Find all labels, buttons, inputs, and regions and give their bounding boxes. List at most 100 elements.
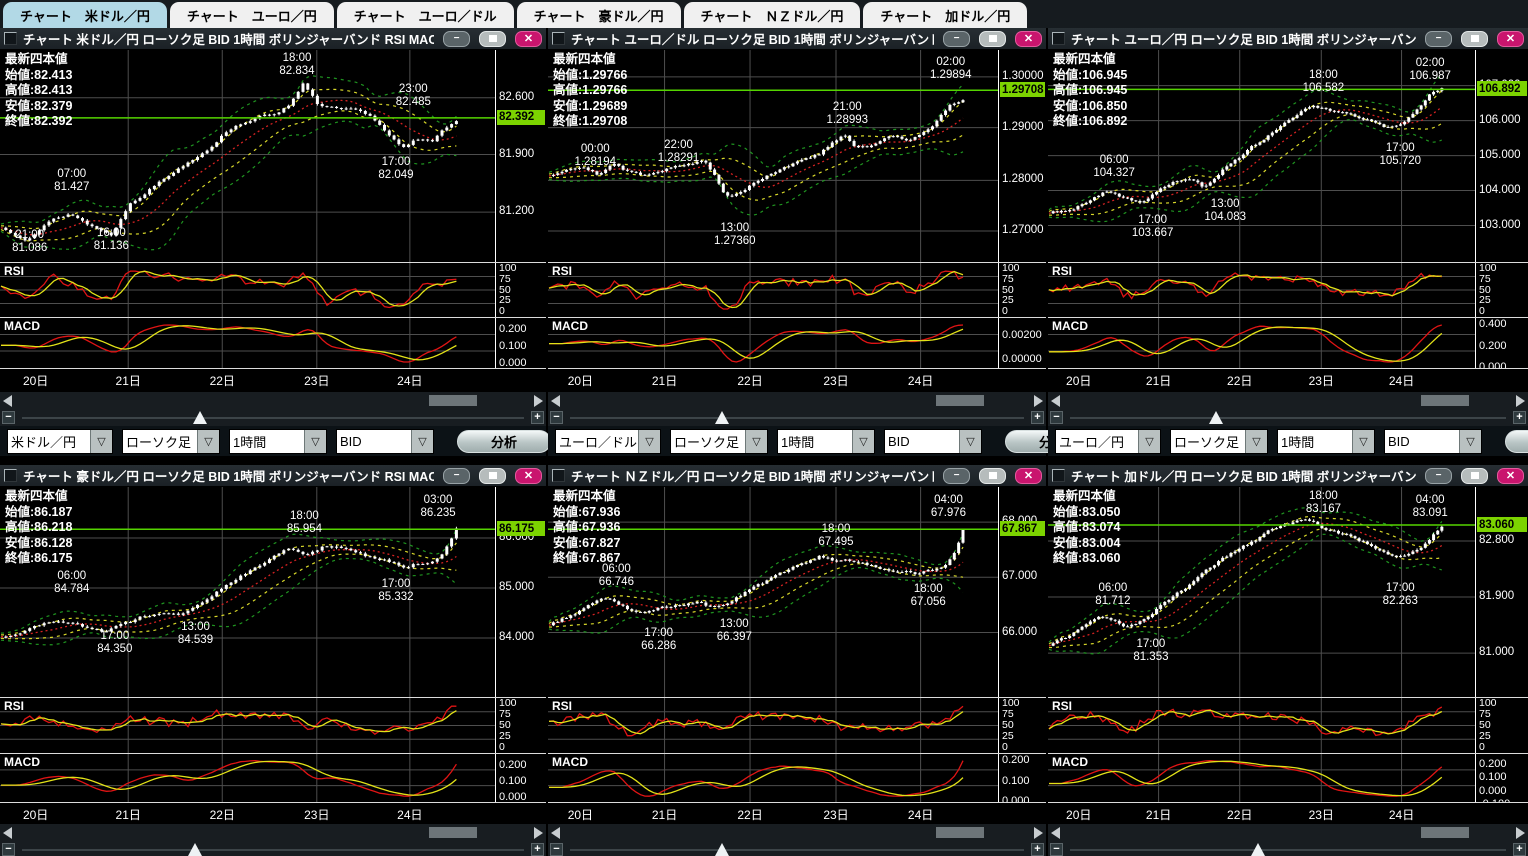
- minimize-button[interactable]: −: [943, 30, 970, 47]
- interval-select[interactable]: 1時間 ▽: [229, 428, 327, 454]
- zoom-slider-track[interactable]: [1070, 849, 1506, 851]
- zoom-out-button[interactable]: −: [2, 843, 15, 856]
- minimize-button[interactable]: −: [1425, 30, 1452, 47]
- chart-scrollbar[interactable]: [0, 823, 546, 842]
- scroll-right-arrow[interactable]: [1034, 827, 1043, 839]
- close-button[interactable]: ✕: [515, 467, 542, 484]
- interval-select[interactable]: 1時間 ▽: [777, 428, 875, 454]
- close-button[interactable]: ✕: [1015, 467, 1042, 484]
- zoom-in-button[interactable]: +: [531, 411, 544, 424]
- zoom-slider[interactable]: − +: [548, 410, 1046, 426]
- scroll-thumb[interactable]: [1420, 827, 1469, 838]
- close-button[interactable]: ✕: [1497, 30, 1524, 47]
- zoom-in-button[interactable]: +: [1031, 411, 1044, 424]
- chevron-down-icon[interactable]: ▽: [1459, 429, 1481, 453]
- maximize-button[interactable]: [979, 30, 1006, 47]
- chevron-down-icon[interactable]: ▽: [90, 429, 112, 453]
- scroll-thumb[interactable]: [936, 395, 985, 406]
- tab-4[interactable]: チャート 豪ドル／円: [516, 2, 681, 28]
- zoom-slider-track[interactable]: [570, 849, 1024, 851]
- maximize-button[interactable]: [1461, 467, 1488, 484]
- maximize-button[interactable]: [479, 30, 506, 47]
- scroll-right-arrow[interactable]: [534, 395, 543, 407]
- minimize-button[interactable]: −: [943, 467, 970, 484]
- zoom-in-button[interactable]: +: [1513, 411, 1526, 424]
- zoom-slider-track[interactable]: [22, 849, 524, 851]
- scroll-right-arrow[interactable]: [1516, 827, 1525, 839]
- chevron-down-icon[interactable]: ▽: [638, 429, 660, 453]
- zoom-out-button[interactable]: −: [1050, 843, 1063, 856]
- zoom-slider-thumb[interactable]: [1251, 843, 1266, 856]
- zoom-slider-thumb[interactable]: [715, 843, 730, 856]
- chevron-down-icon[interactable]: ▽: [411, 429, 433, 453]
- chart-type-select[interactable]: ローソク足 ▽: [1170, 428, 1268, 454]
- chevron-down-icon[interactable]: ▽: [197, 429, 219, 453]
- zoom-slider-track[interactable]: [1070, 417, 1506, 419]
- scroll-left-arrow[interactable]: [551, 827, 560, 839]
- zoom-slider[interactable]: − +: [1048, 410, 1528, 426]
- chevron-down-icon[interactable]: ▽: [1245, 429, 1267, 453]
- chevron-down-icon[interactable]: ▽: [959, 429, 981, 453]
- close-button[interactable]: ✕: [1497, 467, 1524, 484]
- chart-type-select[interactable]: ローソク足 ▽: [122, 428, 220, 454]
- analyze-button[interactable]: 分析: [1505, 429, 1528, 453]
- zoom-slider-track[interactable]: [22, 417, 524, 419]
- scroll-left-arrow[interactable]: [3, 827, 12, 839]
- zoom-in-button[interactable]: +: [1513, 843, 1526, 856]
- bid-ask-select[interactable]: BID ▽: [336, 428, 434, 454]
- zoom-in-button[interactable]: +: [1031, 843, 1044, 856]
- scroll-left-arrow[interactable]: [1051, 827, 1060, 839]
- scroll-thumb[interactable]: [429, 827, 478, 838]
- scroll-thumb[interactable]: [429, 395, 478, 406]
- chart-scrollbar[interactable]: [548, 823, 1046, 842]
- chevron-down-icon[interactable]: ▽: [1138, 429, 1160, 453]
- tab-1[interactable]: チャート 米ドル／円: [3, 2, 167, 28]
- maximize-button[interactable]: [979, 467, 1006, 484]
- scroll-left-arrow[interactable]: [1051, 395, 1060, 407]
- minimize-button[interactable]: −: [443, 467, 470, 484]
- zoom-slider-track[interactable]: [570, 417, 1024, 419]
- scroll-right-arrow[interactable]: [1516, 395, 1525, 407]
- pair-select[interactable]: ユーロ／円 ▽: [1055, 428, 1161, 454]
- maximize-button[interactable]: [1461, 30, 1488, 47]
- chart-scrollbar[interactable]: [0, 391, 546, 410]
- chevron-down-icon[interactable]: ▽: [852, 429, 874, 453]
- chart-scrollbar[interactable]: [1048, 823, 1528, 842]
- zoom-slider[interactable]: − +: [1048, 842, 1528, 856]
- zoom-slider[interactable]: − +: [0, 842, 546, 856]
- scroll-thumb[interactable]: [1420, 395, 1469, 406]
- zoom-slider[interactable]: − +: [548, 842, 1046, 856]
- analyze-button[interactable]: 分析: [457, 429, 551, 453]
- chevron-down-icon[interactable]: ▽: [304, 429, 326, 453]
- tab-3[interactable]: チャート ユーロ／ドル: [336, 2, 514, 28]
- close-button[interactable]: ✕: [515, 30, 542, 47]
- tab-6[interactable]: チャート 加ドル／円: [863, 2, 1028, 28]
- bid-ask-select[interactable]: BID ▽: [884, 428, 982, 454]
- maximize-button[interactable]: [479, 467, 506, 484]
- scroll-thumb[interactable]: [936, 827, 985, 838]
- scroll-right-arrow[interactable]: [534, 827, 543, 839]
- chart-scrollbar[interactable]: [1048, 391, 1528, 410]
- chart-scrollbar[interactable]: [548, 391, 1046, 410]
- chart-type-select[interactable]: ローソク足 ▽: [670, 428, 768, 454]
- zoom-out-button[interactable]: −: [550, 843, 563, 856]
- pair-select[interactable]: 米ドル／円 ▽: [7, 428, 113, 454]
- scroll-left-arrow[interactable]: [3, 395, 12, 407]
- interval-select[interactable]: 1時間 ▽: [1277, 428, 1375, 454]
- close-button[interactable]: ✕: [1015, 30, 1042, 47]
- scroll-right-arrow[interactable]: [1034, 395, 1043, 407]
- chevron-down-icon[interactable]: ▽: [745, 429, 767, 453]
- tab-5[interactable]: チャート ＮＺドル／円: [683, 2, 861, 28]
- chevron-down-icon[interactable]: ▽: [1352, 429, 1374, 453]
- bid-ask-select[interactable]: BID ▽: [1384, 428, 1482, 454]
- zoom-slider-thumb[interactable]: [1209, 411, 1224, 424]
- zoom-slider-thumb[interactable]: [192, 411, 207, 424]
- zoom-slider-thumb[interactable]: [715, 411, 730, 424]
- tab-2[interactable]: チャート ユーロ／円: [169, 2, 334, 28]
- minimize-button[interactable]: −: [1425, 467, 1452, 484]
- zoom-out-button[interactable]: −: [2, 411, 15, 424]
- zoom-out-button[interactable]: −: [1050, 411, 1063, 424]
- zoom-slider[interactable]: − +: [0, 410, 546, 426]
- zoom-in-button[interactable]: +: [531, 843, 544, 856]
- zoom-slider-thumb[interactable]: [187, 843, 202, 856]
